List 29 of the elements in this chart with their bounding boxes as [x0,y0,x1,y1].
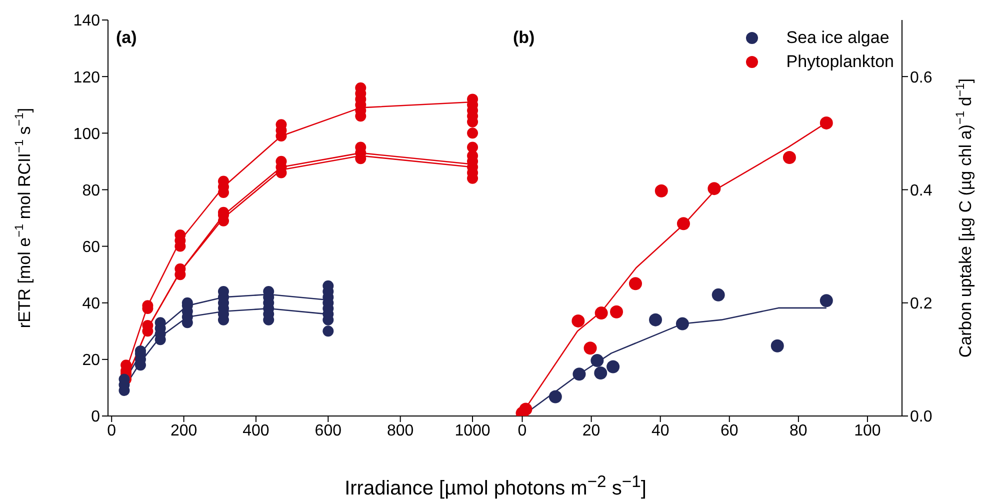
y-tick-label: 140 [73,12,100,30]
y2-tick-label: 0.2 [910,296,932,313]
x-tick-label: 100 [854,422,881,440]
y2-tick-label: 0.4 [910,182,932,200]
legend-label: Phytoplankton [786,52,894,72]
y-tick-label: 120 [73,69,100,86]
x-tick-label: 400 [242,422,270,440]
x-tick-label: 200 [170,422,198,440]
y-tick-label: 80 [82,182,100,200]
x-tick-label: 20 [582,422,600,440]
x-tick-label: 40 [651,422,670,440]
x-axis-title: Irradiance [µmol photons m$^{−2}$ s$^{−1}$] [344,472,648,501]
y2-tick-label: 0.0 [910,408,932,426]
x-tick-label: 60 [720,422,738,440]
y-tick-label: 0 [91,408,100,426]
x-tick-label: 800 [386,422,414,440]
x-tick-label: 80 [790,422,808,440]
y-tick-label: 40 [82,296,100,313]
annotation: (a) [116,28,137,48]
x-tick-label: 0 [107,422,116,440]
x-tick-label: 0 [518,422,527,440]
y-tick-label: 100 [73,126,100,143]
annotation: (b) [513,28,535,48]
y-tick-label: 60 [82,238,100,256]
y2-tick-label: 0.6 [910,69,932,86]
y-tick-label: 20 [82,352,100,370]
x-tick-label: 1000 [454,422,490,440]
legend-label: Sea ice algae [786,28,890,48]
x-tick-label: 600 [314,422,342,440]
